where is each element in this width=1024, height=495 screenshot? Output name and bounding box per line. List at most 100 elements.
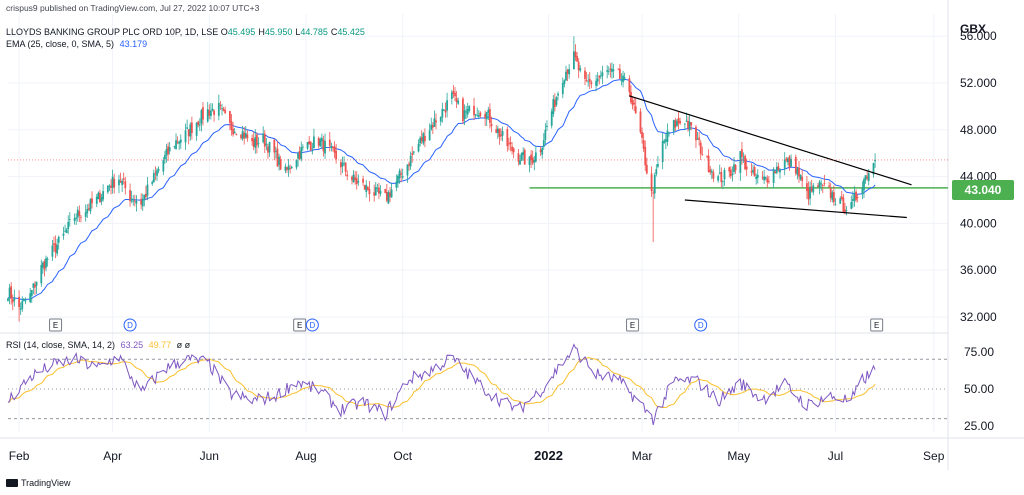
candle-body bbox=[767, 181, 770, 182]
candle-body bbox=[672, 119, 675, 132]
candle-body bbox=[720, 171, 723, 183]
candle-body bbox=[588, 78, 591, 82]
candle-body bbox=[187, 129, 190, 137]
candle-body bbox=[156, 170, 158, 176]
candle-body bbox=[29, 293, 32, 303]
symbol-legend[interactable]: LLOYDS BANKING GROUP PLC ORD 10P, 1D, LS… bbox=[6, 27, 368, 37]
event-marker-label: E bbox=[297, 321, 302, 330]
candle-body bbox=[821, 185, 824, 186]
candle-body bbox=[864, 175, 867, 180]
time-tick-label: 2022 bbox=[534, 448, 563, 463]
candle-body bbox=[785, 158, 788, 161]
candle-body bbox=[298, 150, 301, 159]
candle-body bbox=[722, 180, 724, 182]
candle-body bbox=[539, 149, 542, 152]
time-tick-label: May bbox=[727, 449, 750, 463]
candle-body bbox=[468, 105, 471, 111]
candle-body bbox=[634, 106, 637, 114]
candle-body bbox=[587, 81, 590, 83]
candle-body bbox=[157, 169, 160, 171]
candle-body bbox=[755, 176, 758, 179]
rsi-legend[interactable]: RSI (14, close, SMA, 14, 2) 63.25 49.77 … bbox=[6, 340, 190, 350]
ema-legend[interactable]: EMA (25, close, 0, SMA, 5) 43.179 bbox=[6, 39, 147, 49]
candle-body bbox=[346, 174, 349, 177]
candle-body bbox=[197, 121, 200, 125]
candle-body bbox=[355, 178, 358, 185]
candle-body bbox=[512, 148, 515, 153]
candle-body bbox=[286, 167, 288, 170]
candle-body bbox=[761, 177, 764, 179]
candle-body bbox=[243, 132, 246, 139]
candle-body bbox=[506, 129, 509, 147]
candle-body bbox=[517, 153, 520, 162]
candle-body bbox=[855, 191, 857, 200]
candle-body bbox=[457, 100, 460, 104]
candle-body bbox=[753, 167, 756, 177]
candle-body bbox=[398, 170, 401, 179]
candle-body bbox=[206, 109, 209, 122]
tradingview-logo-icon bbox=[6, 479, 18, 487]
candle-body bbox=[73, 218, 76, 221]
axes: 56.00052.00048.00044.00040.00036.00032.0… bbox=[9, 29, 997, 463]
candle-body bbox=[106, 185, 109, 193]
candle-body bbox=[511, 146, 513, 151]
candle-body bbox=[484, 113, 487, 118]
candle-body bbox=[790, 159, 792, 167]
candle-body bbox=[687, 121, 689, 129]
candle-body bbox=[352, 174, 355, 183]
candle-body bbox=[476, 115, 479, 117]
candle-body bbox=[764, 176, 767, 179]
candle-body bbox=[118, 179, 120, 186]
candle-body bbox=[542, 140, 545, 147]
candle-body bbox=[222, 108, 225, 111]
candle-body bbox=[729, 169, 732, 177]
candle-body bbox=[664, 139, 667, 142]
candle-body bbox=[487, 109, 490, 113]
candle-body bbox=[611, 68, 613, 72]
candle-body bbox=[531, 157, 534, 164]
candle-body bbox=[828, 185, 831, 187]
candle-body bbox=[734, 164, 737, 171]
ohlc-values: O45.495 H45.950 L44.785 C45.425 bbox=[221, 27, 368, 37]
candle-body bbox=[639, 111, 642, 133]
candle-body bbox=[35, 281, 38, 286]
candle-body bbox=[657, 164, 659, 167]
candle-body bbox=[712, 172, 715, 179]
candle-body bbox=[374, 186, 377, 196]
candle-body bbox=[674, 120, 677, 128]
candle-body bbox=[430, 124, 433, 130]
rsi-tick-label: 25.00 bbox=[964, 419, 994, 433]
candle-body bbox=[210, 111, 212, 116]
candle-body bbox=[653, 174, 656, 194]
candle-body bbox=[845, 210, 848, 211]
rsi-extra: ø ø bbox=[176, 340, 191, 350]
candle-body bbox=[344, 162, 347, 172]
candle-body bbox=[363, 185, 366, 190]
candle-body bbox=[354, 177, 357, 181]
candle-body bbox=[563, 80, 566, 85]
candle-body bbox=[645, 164, 648, 174]
candle-body bbox=[86, 209, 89, 214]
candle-body bbox=[520, 153, 523, 161]
candle-body bbox=[65, 229, 68, 233]
candle-body bbox=[788, 156, 791, 168]
candle-body bbox=[289, 168, 292, 169]
candle-body bbox=[450, 92, 453, 99]
candle-body bbox=[173, 146, 176, 147]
candle-body bbox=[786, 158, 789, 163]
candle-body bbox=[164, 155, 166, 160]
ema-value: 43.179 bbox=[119, 39, 148, 49]
candle-body bbox=[129, 190, 131, 202]
candle-body bbox=[357, 181, 360, 183]
candle-body bbox=[341, 162, 344, 167]
candle-body bbox=[474, 114, 477, 115]
candle-body bbox=[278, 156, 280, 165]
candle-body bbox=[45, 258, 47, 268]
event-marker-label: D bbox=[309, 321, 315, 330]
candle-body bbox=[523, 149, 526, 165]
candle-body bbox=[80, 216, 82, 218]
tradingview-branding[interactable]: TradingView bbox=[6, 478, 71, 488]
candle-body bbox=[343, 162, 345, 164]
candle-body bbox=[24, 300, 27, 302]
candle-body bbox=[230, 121, 233, 131]
